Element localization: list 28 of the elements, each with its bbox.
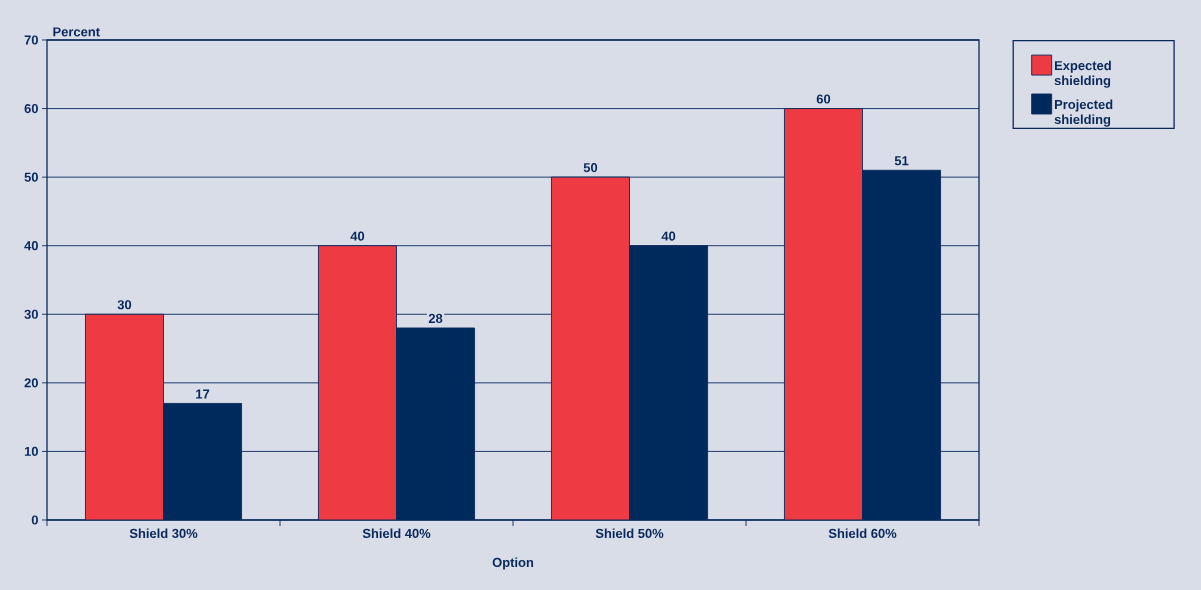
data-label: 30 — [117, 300, 132, 310]
bar — [85, 313, 164, 520]
data-label: 40 — [661, 231, 676, 241]
bar — [318, 245, 397, 520]
x-tick-label: Shield 60% — [828, 528, 897, 539]
data-label: 40 — [350, 231, 365, 241]
bar — [551, 176, 630, 520]
data-label: 17 — [196, 389, 210, 399]
y-tick-label: 20 — [24, 378, 38, 388]
x-tick-label: Shield 50% — [595, 528, 664, 539]
data-label: 51 — [894, 156, 909, 166]
data-label: 60 — [816, 94, 831, 104]
y-tick-label: 10 — [24, 446, 38, 456]
y-axis-title: Percent — [53, 27, 100, 37]
y-tick-label: 40 — [24, 241, 38, 251]
y-tick-label: 70 — [24, 35, 38, 45]
legend-label: Expected shielding — [1054, 60, 1111, 88]
x-axis-title: Option — [492, 557, 534, 570]
bar — [784, 108, 863, 520]
y-tick-label: 50 — [24, 172, 38, 182]
y-tick-label: 60 — [24, 103, 38, 114]
x-tick-label: Shield 40% — [362, 528, 431, 539]
y-tick-label: 0 — [31, 515, 38, 525]
legend-label: Projected shielding — [1054, 99, 1113, 127]
data-label: 50 — [583, 163, 598, 173]
x-tick-label: Shield 30% — [129, 528, 198, 539]
data-label: 28 — [428, 313, 443, 324]
y-tick-label: 30 — [24, 309, 38, 319]
